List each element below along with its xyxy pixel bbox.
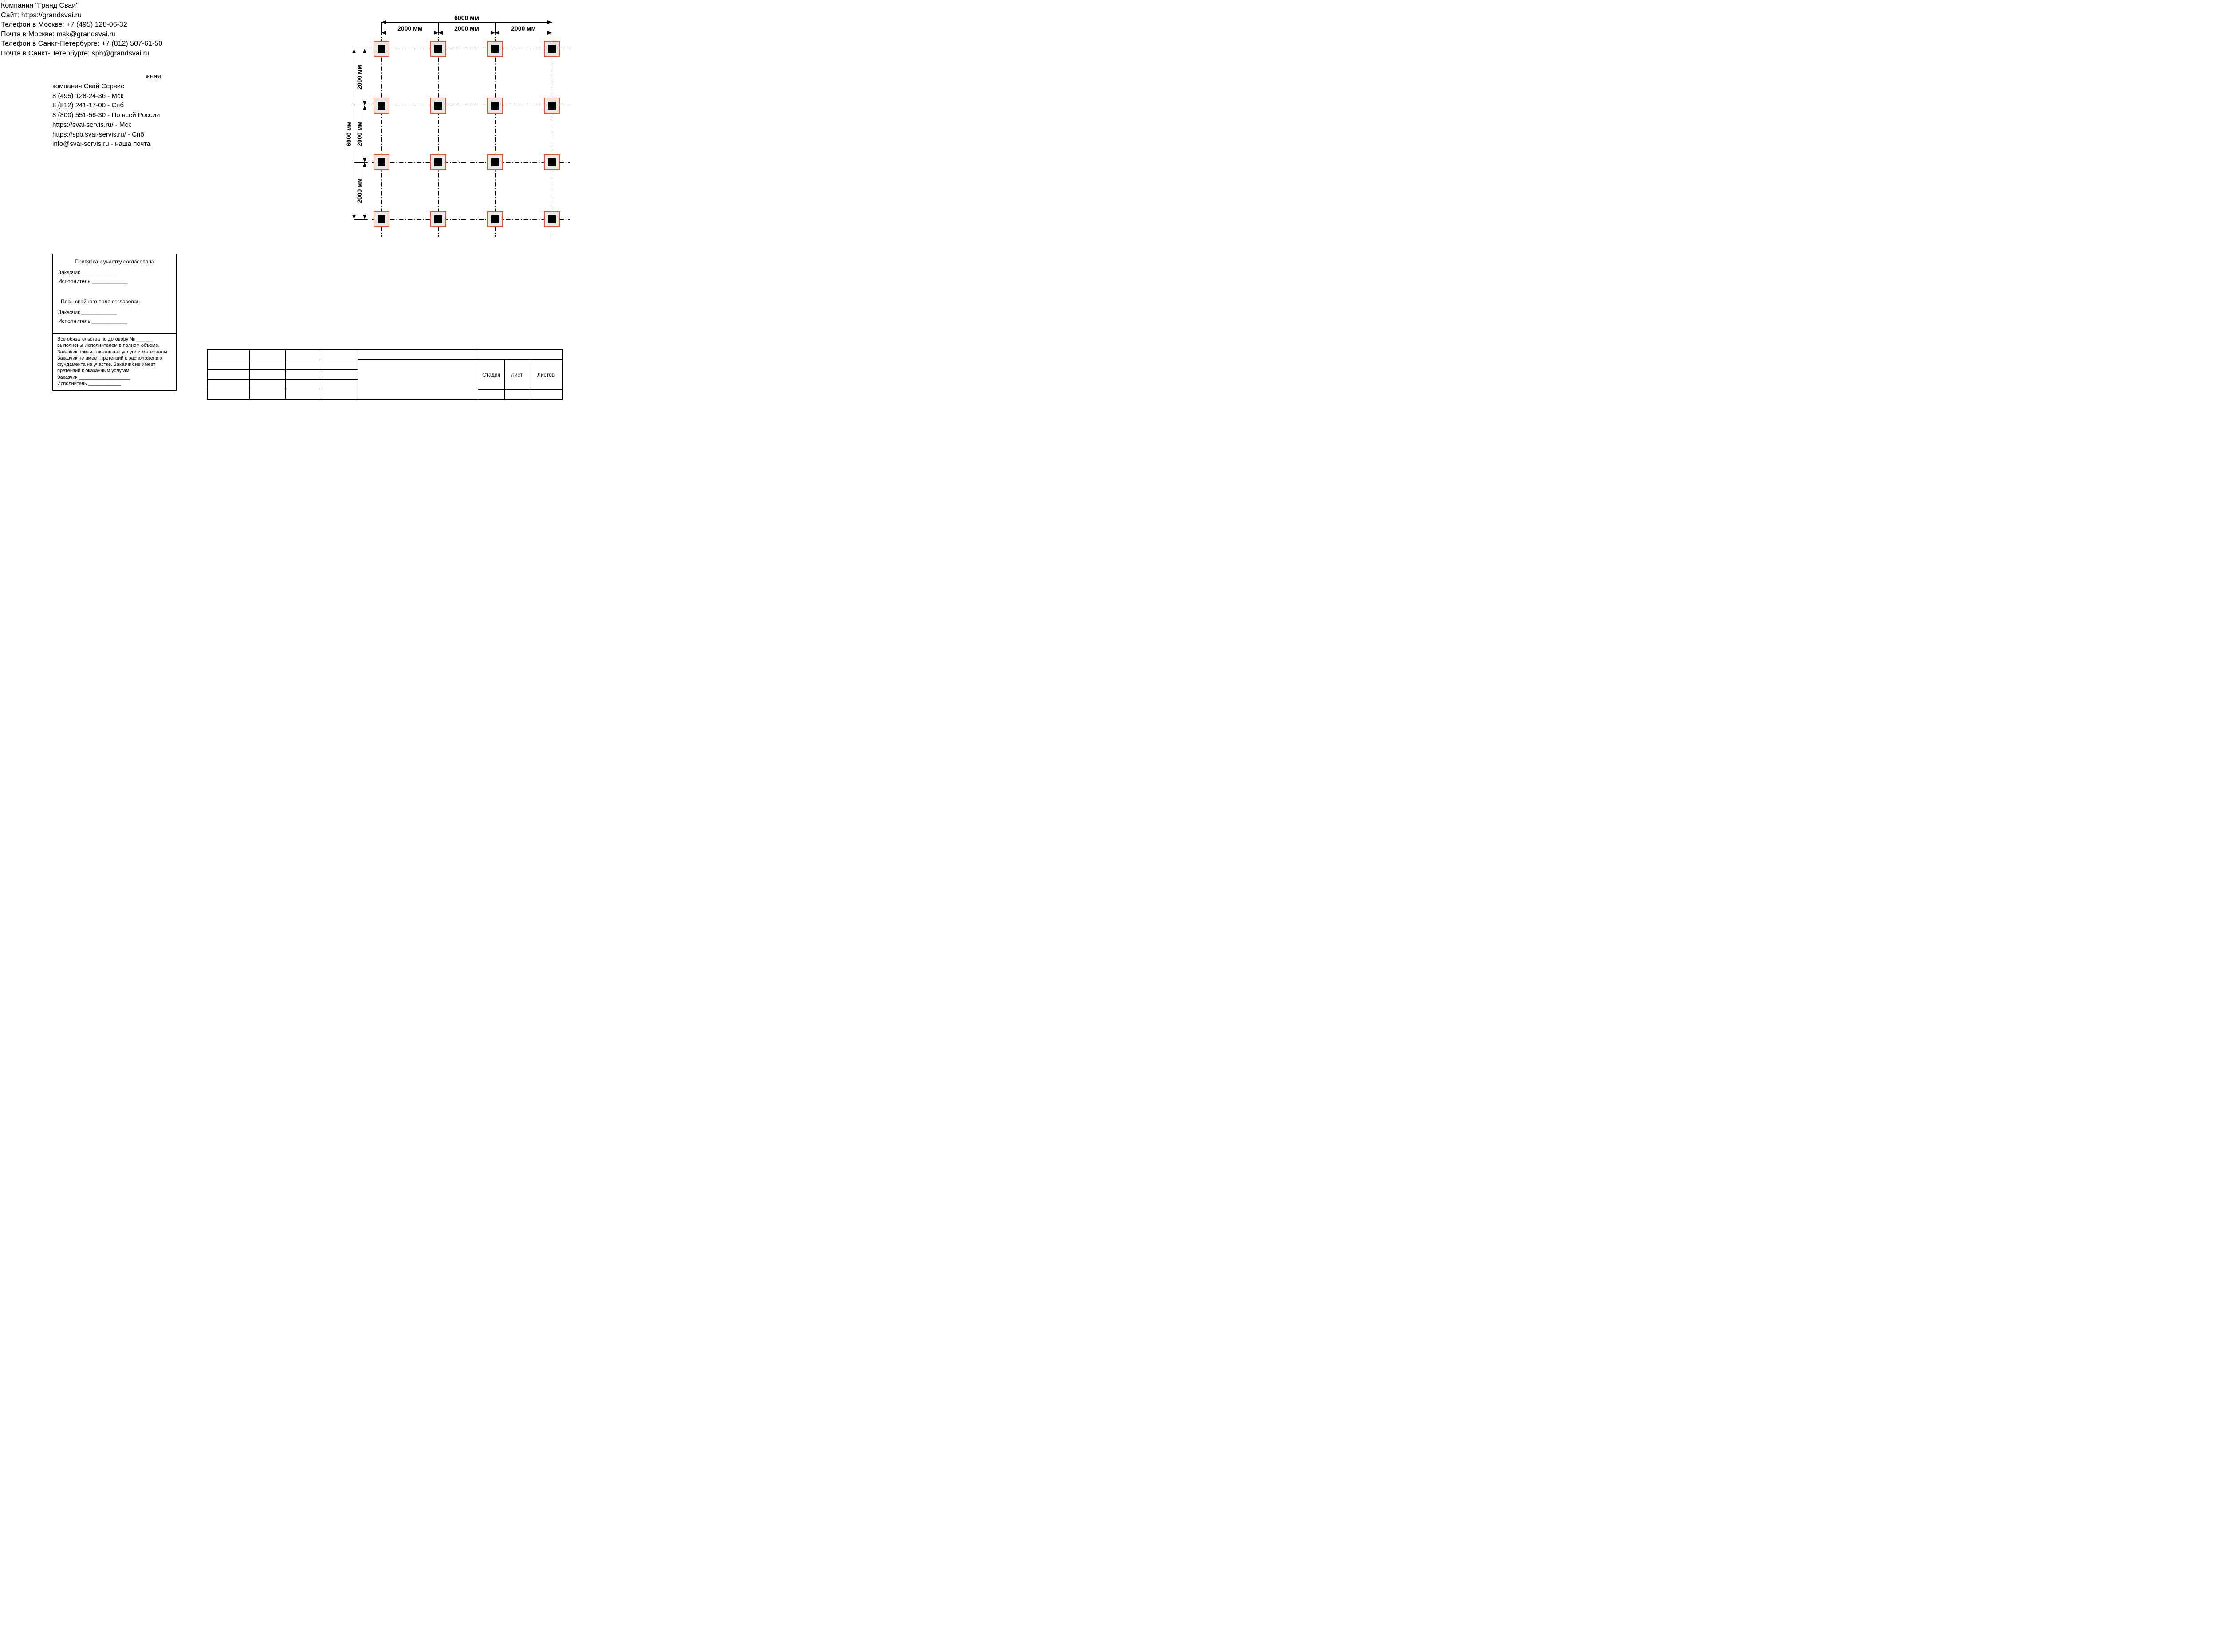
approval-section1-title: Привязка к участку согласована	[58, 259, 171, 265]
stage-header: Стадия	[478, 360, 505, 390]
grid-line-horizontal	[364, 219, 570, 220]
extension-line	[438, 22, 439, 33]
approval-obligations: Все обязательства по договору № ______ в…	[53, 333, 176, 390]
pile-marker	[430, 154, 446, 170]
dimension-label: 6000 мм	[454, 14, 479, 21]
extension-line	[354, 162, 365, 163]
dimension-label: 2000 мм	[356, 178, 363, 203]
dimension-label: 6000 мм	[345, 122, 352, 146]
grid-line-horizontal	[364, 162, 570, 163]
page: Компания "Гранд Сваи" Сайт: https://gran…	[0, 0, 568, 402]
stage-value	[478, 390, 505, 400]
approval-executor-2: Исполнитель ____________	[58, 318, 171, 324]
secondary-phone-msk: 8 (495) 128-24-36 - Мск	[52, 91, 161, 101]
pile-marker	[487, 98, 503, 114]
title-block-mid-top	[358, 350, 478, 360]
approval-section2-title: План свайного поля согласован	[61, 298, 171, 305]
grid-line-vertical	[438, 31, 439, 237]
secondary-url-msk: https://svai-servis.ru/ - Мск	[52, 120, 161, 130]
company-header: Компания "Гранд Сваи" Сайт: https://gran…	[1, 1, 162, 59]
sheet-header: Лист	[505, 360, 529, 390]
secondary-partial-tail: жная	[146, 72, 161, 82]
title-block-right-top	[478, 350, 563, 360]
dimension-label: 2000 мм	[454, 25, 479, 32]
grid-line-vertical	[495, 31, 496, 237]
pile-marker	[374, 154, 389, 170]
dimension-label: 2000 мм	[511, 25, 536, 32]
title-block-mid-bottom	[358, 360, 478, 400]
company-site: Сайт: https://grandsvai.ru	[1, 11, 162, 20]
secondary-contacts: жная компания Свай Сервис 8 (495) 128-24…	[52, 72, 161, 149]
obligations-text: Все обязательства по договору № ______ в…	[57, 336, 172, 374]
approval-top: Привязка к участку согласована Заказчик …	[53, 254, 176, 333]
dimension-line	[381, 22, 552, 23]
sheet-value	[505, 390, 529, 400]
grid-line-vertical	[381, 31, 382, 237]
title-block-left	[207, 350, 358, 399]
company-mail-spb: Почта в Санкт-Петербурге: spb@grandsvai.…	[1, 49, 162, 59]
company-phone-msk: Телефон в Москве: +7 (495) 128-06-32	[1, 20, 162, 30]
extension-line	[495, 22, 496, 33]
obligations-executor-sig: Исполнитель ____________	[57, 381, 172, 387]
extension-line	[381, 22, 382, 33]
obligations-customer-sig: Заказчик ___________________	[57, 374, 172, 381]
secondary-company: компания Свай Сервис	[52, 82, 161, 91]
pile-field-diagram: 6000 мм 2000 мм 2000 мм 2000 мм 6000 мм 2000 …	[337, 13, 559, 239]
approval-customer-2: Заказчик ____________	[58, 309, 171, 315]
pile-marker	[487, 41, 503, 57]
pile-marker	[430, 98, 446, 114]
sheets-value	[529, 390, 563, 400]
sheets-header: Листов	[529, 360, 563, 390]
dimension-label: 2000 мм	[397, 25, 422, 32]
dimension-label: 2000 мм	[356, 122, 363, 146]
pile-marker	[487, 154, 503, 170]
pile-marker	[544, 154, 560, 170]
pile-marker	[487, 211, 503, 227]
extension-line	[354, 219, 365, 220]
approval-box: Привязка к участку согласована Заказчик …	[52, 254, 177, 391]
approval-executor-1: Исполнитель ____________	[58, 278, 171, 284]
approval-customer-1: Заказчик ____________	[58, 269, 171, 275]
secondary-phone-ru: 8 (800) 551-56-30 - По всей России	[52, 110, 161, 120]
company-phone-spb: Телефон в Санкт-Петербурге: +7 (812) 507…	[1, 39, 162, 49]
pile-marker	[544, 41, 560, 57]
secondary-url-spb: https://spb.svai-servis.ru/ - Спб	[52, 130, 161, 140]
pile-marker	[374, 98, 389, 114]
pile-marker	[544, 211, 560, 227]
pile-marker	[374, 41, 389, 57]
dimension-label: 2000 мм	[356, 65, 363, 90]
company-name: Компания "Гранд Сваи"	[1, 1, 162, 11]
pile-marker	[544, 98, 560, 114]
secondary-mail: info@svai-servis.ru - наша почта	[52, 139, 161, 149]
secondary-phone-spb: 8 (812) 241-17-00 - Спб	[52, 101, 161, 110]
company-mail-msk: Почта в Москве: msk@grandsvai.ru	[1, 30, 162, 39]
pile-marker	[374, 211, 389, 227]
pile-marker	[430, 211, 446, 227]
pile-marker	[430, 41, 446, 57]
title-block: Стадия Лист Листов	[207, 349, 563, 400]
